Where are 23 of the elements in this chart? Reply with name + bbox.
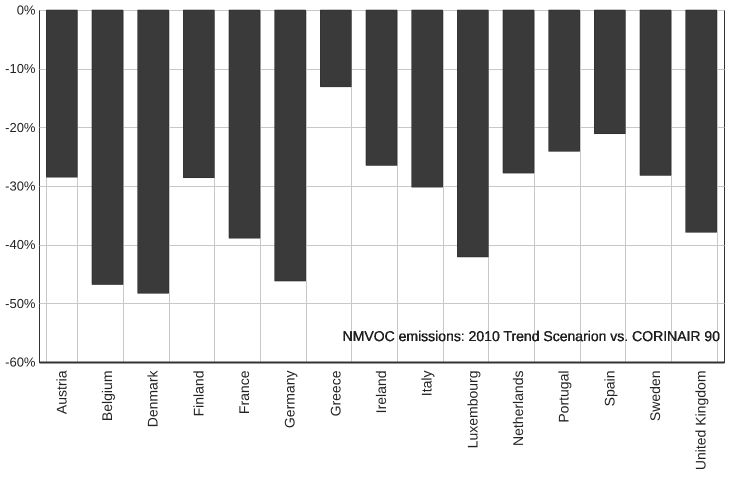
x-tick-label: Italy — [418, 370, 435, 396]
x-tick-label: Greece — [327, 370, 344, 416]
y-tick-label: -20% — [5, 120, 36, 135]
x-tick-label: Austria — [53, 370, 70, 414]
y-tick-label: -30% — [5, 178, 36, 194]
x-tick-label: Denmark — [144, 370, 161, 428]
x-tick-label: France — [236, 370, 252, 414]
x-tick-label: Ireland — [373, 370, 389, 414]
y-tick-label: -50% — [5, 296, 36, 311]
x-tick-label: Luxembourg — [464, 370, 480, 448]
y-tick-label: 0% — [16, 2, 36, 18]
x-tick-label: Finland — [190, 370, 206, 416]
annotation: NMVOC emissions: 2010 Trend Scenarion vs. CORINAIR 90 — [342, 328, 720, 344]
x-tick-label: Netherlands — [510, 370, 526, 446]
x-tick-label: Belgium — [99, 370, 115, 422]
x-tick-label: Spain — [601, 370, 618, 406]
x-tick-label: Portugal — [556, 370, 572, 423]
y-tick-label: -40% — [5, 237, 36, 252]
x-tick-label: United Kingdom — [692, 370, 709, 470]
y-tick-label: -10% — [5, 61, 36, 76]
x-tick-label: Germany — [282, 370, 298, 428]
x-tick-label: Sweden — [647, 370, 663, 422]
y-tick-label: -60% — [5, 354, 36, 370]
